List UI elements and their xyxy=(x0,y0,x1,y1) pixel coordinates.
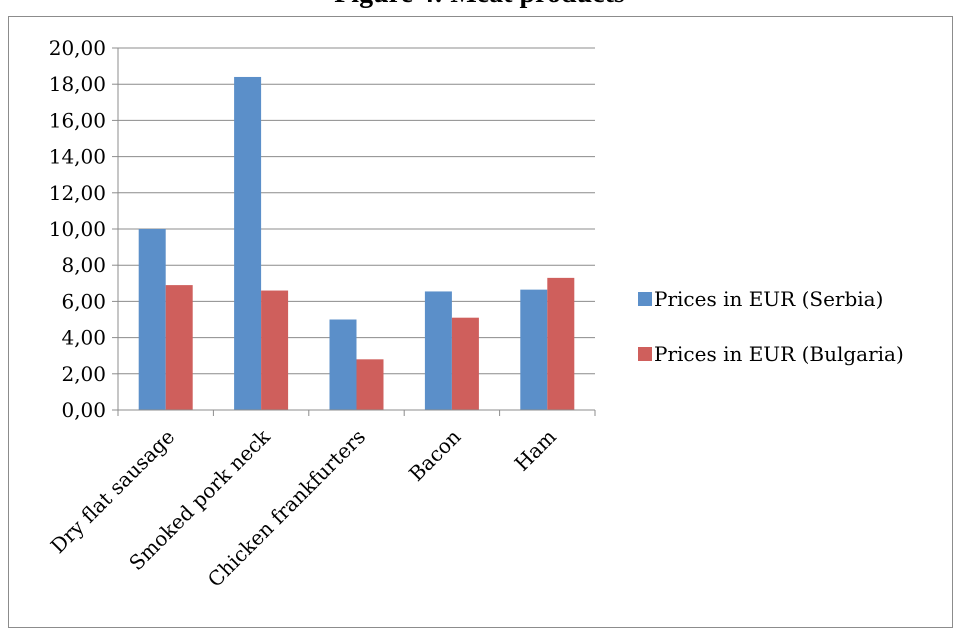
bar xyxy=(356,359,384,410)
bar xyxy=(520,289,548,410)
axes xyxy=(112,47,596,416)
y-tick-label: 0,00 xyxy=(61,398,106,422)
legend-swatch xyxy=(638,347,652,361)
bar xyxy=(138,229,166,410)
x-category-label: Ham xyxy=(510,425,561,476)
y-tick-labels: 0,00 2,00 4,00 6,00 8,00 10,00 12,00 14,00 16,00… xyxy=(49,36,106,422)
legend-label: Prices in EUR (Serbia) xyxy=(654,287,883,311)
x-category-label: Bacon xyxy=(404,424,465,485)
y-tick-label: 6,00 xyxy=(61,289,106,313)
legend-label: Prices in EUR (Bulgaria) xyxy=(654,342,904,366)
x-category-label: Chicken frankfurters xyxy=(203,425,370,592)
legend: Prices in EUR (Serbia) Prices in EUR (Bul… xyxy=(638,287,904,366)
bar xyxy=(424,291,452,410)
bars xyxy=(138,76,575,411)
y-tick-label: 4,00 xyxy=(61,326,106,350)
bar xyxy=(451,317,479,410)
bar xyxy=(234,76,262,411)
bar xyxy=(165,285,193,410)
legend-swatch xyxy=(638,292,652,306)
bar xyxy=(547,277,575,410)
y-tick-label: 10,00 xyxy=(49,217,106,241)
y-tick-label: 20,00 xyxy=(49,36,106,60)
chart-title: Figure 4: Meat products xyxy=(0,0,959,10)
y-tick-label: 12,00 xyxy=(49,181,106,205)
bar xyxy=(329,319,357,410)
bar xyxy=(261,290,289,410)
y-tick-label: 14,00 xyxy=(49,145,106,169)
y-tick-label: 8,00 xyxy=(61,253,106,277)
y-tick-label: 2,00 xyxy=(61,362,106,386)
y-tick-label: 16,00 xyxy=(49,108,106,132)
y-tick-label: 18,00 xyxy=(49,72,106,96)
